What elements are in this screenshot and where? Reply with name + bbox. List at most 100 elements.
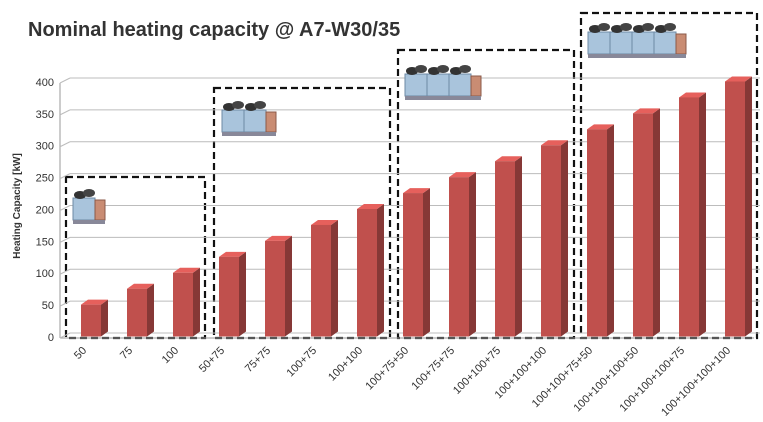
bar-side [193, 267, 200, 337]
icon-body [653, 31, 677, 55]
bar-top [81, 299, 108, 305]
bar [679, 97, 699, 337]
bar [173, 272, 193, 337]
bar-side [699, 92, 706, 337]
icon-side [265, 111, 277, 133]
icon-fan [642, 23, 654, 31]
unit-icon [221, 101, 277, 136]
icon-fan [598, 23, 610, 31]
bar [127, 288, 147, 337]
icon-side [94, 199, 106, 221]
bar-top [357, 204, 384, 209]
bar-top [679, 92, 706, 98]
grid-line [59, 77, 71, 84]
bar-top [725, 76, 752, 82]
bar [495, 161, 515, 337]
bar [357, 209, 377, 337]
icon-body [404, 73, 428, 97]
bar-side [469, 172, 476, 337]
grid-line [59, 205, 71, 211]
y-tick-label: 100 [36, 268, 54, 280]
y-tick-label: 300 [36, 141, 54, 153]
icon-body [587, 31, 611, 55]
bar-top [127, 283, 154, 289]
bar [541, 145, 561, 337]
bar-top [403, 188, 430, 194]
unit-icon [587, 23, 687, 58]
bar-side [331, 219, 338, 337]
x-tick-label: 100+75+50 [363, 345, 411, 393]
icon-body [243, 109, 267, 133]
bar [219, 256, 239, 337]
bar-top [587, 124, 614, 130]
icon-side [470, 75, 482, 97]
bar-top [265, 235, 292, 241]
bar-side [377, 204, 384, 337]
x-tick-label: 50 [72, 345, 89, 362]
bar-top [633, 108, 660, 114]
y-tick-label: 250 [36, 173, 54, 185]
x-tick-label: 75+75 [243, 345, 273, 375]
x-tick-label: 100+75+75 [409, 345, 457, 393]
icon-fan [415, 65, 427, 73]
bar [81, 304, 101, 337]
bar [633, 113, 653, 337]
bar-top [173, 267, 200, 273]
x-tick-label: 100 [160, 345, 181, 366]
icon-body [631, 31, 655, 55]
grid-line [59, 141, 71, 148]
bar [403, 193, 423, 337]
bar [311, 224, 331, 337]
x-tick-label: 100+100 [326, 345, 365, 384]
y-tick-label: 400 [36, 77, 54, 89]
x-tick-label: 100+75 [285, 345, 320, 380]
chart-title: Nominal heating capacity @ A7-W30/35 [28, 19, 400, 41]
bar-top [449, 172, 476, 178]
icon-fan [437, 65, 449, 73]
bar-side [101, 299, 108, 337]
unit-icon [404, 65, 482, 100]
grid-line [59, 300, 71, 307]
grid-line [59, 109, 71, 116]
grid-line [59, 332, 71, 339]
icon-base [73, 220, 105, 224]
x-tick-label: 75 [118, 345, 135, 362]
x-tick-label: 50+75 [197, 345, 227, 375]
icon-fan [83, 189, 95, 197]
icon-side [675, 33, 687, 55]
icon-body [448, 73, 472, 97]
icon-fan [620, 23, 632, 31]
icon-fan [664, 23, 676, 31]
icon-base [405, 96, 481, 100]
bar-side [515, 156, 522, 337]
icon-body [609, 31, 633, 55]
group-box [212, 86, 392, 340]
bar-side [653, 108, 660, 337]
bar [265, 240, 285, 337]
unit-icon [72, 189, 106, 224]
y-tick-label: 150 [36, 236, 54, 248]
icon-body [72, 197, 96, 221]
grid-line [59, 173, 71, 180]
bar-side [423, 188, 430, 337]
icon-base [222, 132, 276, 136]
bar-top [495, 156, 522, 162]
bar-side [239, 251, 246, 337]
bar [449, 177, 469, 337]
bar [725, 81, 745, 337]
grid-line [59, 268, 71, 275]
bar [587, 129, 607, 337]
bar-side [285, 235, 292, 337]
y-axis-label: Heating Capacity [kW] [12, 153, 23, 259]
icon-fan [254, 101, 266, 109]
y-tick-label: 200 [36, 204, 54, 216]
icon-fan [232, 101, 244, 109]
y-tick-label: 50 [42, 300, 54, 312]
icon-fan [459, 65, 471, 73]
icon-body [221, 109, 245, 133]
y-tick-label: 350 [36, 109, 54, 121]
bar-top [311, 219, 338, 225]
bar-top [541, 140, 568, 146]
icon-body [426, 73, 450, 97]
